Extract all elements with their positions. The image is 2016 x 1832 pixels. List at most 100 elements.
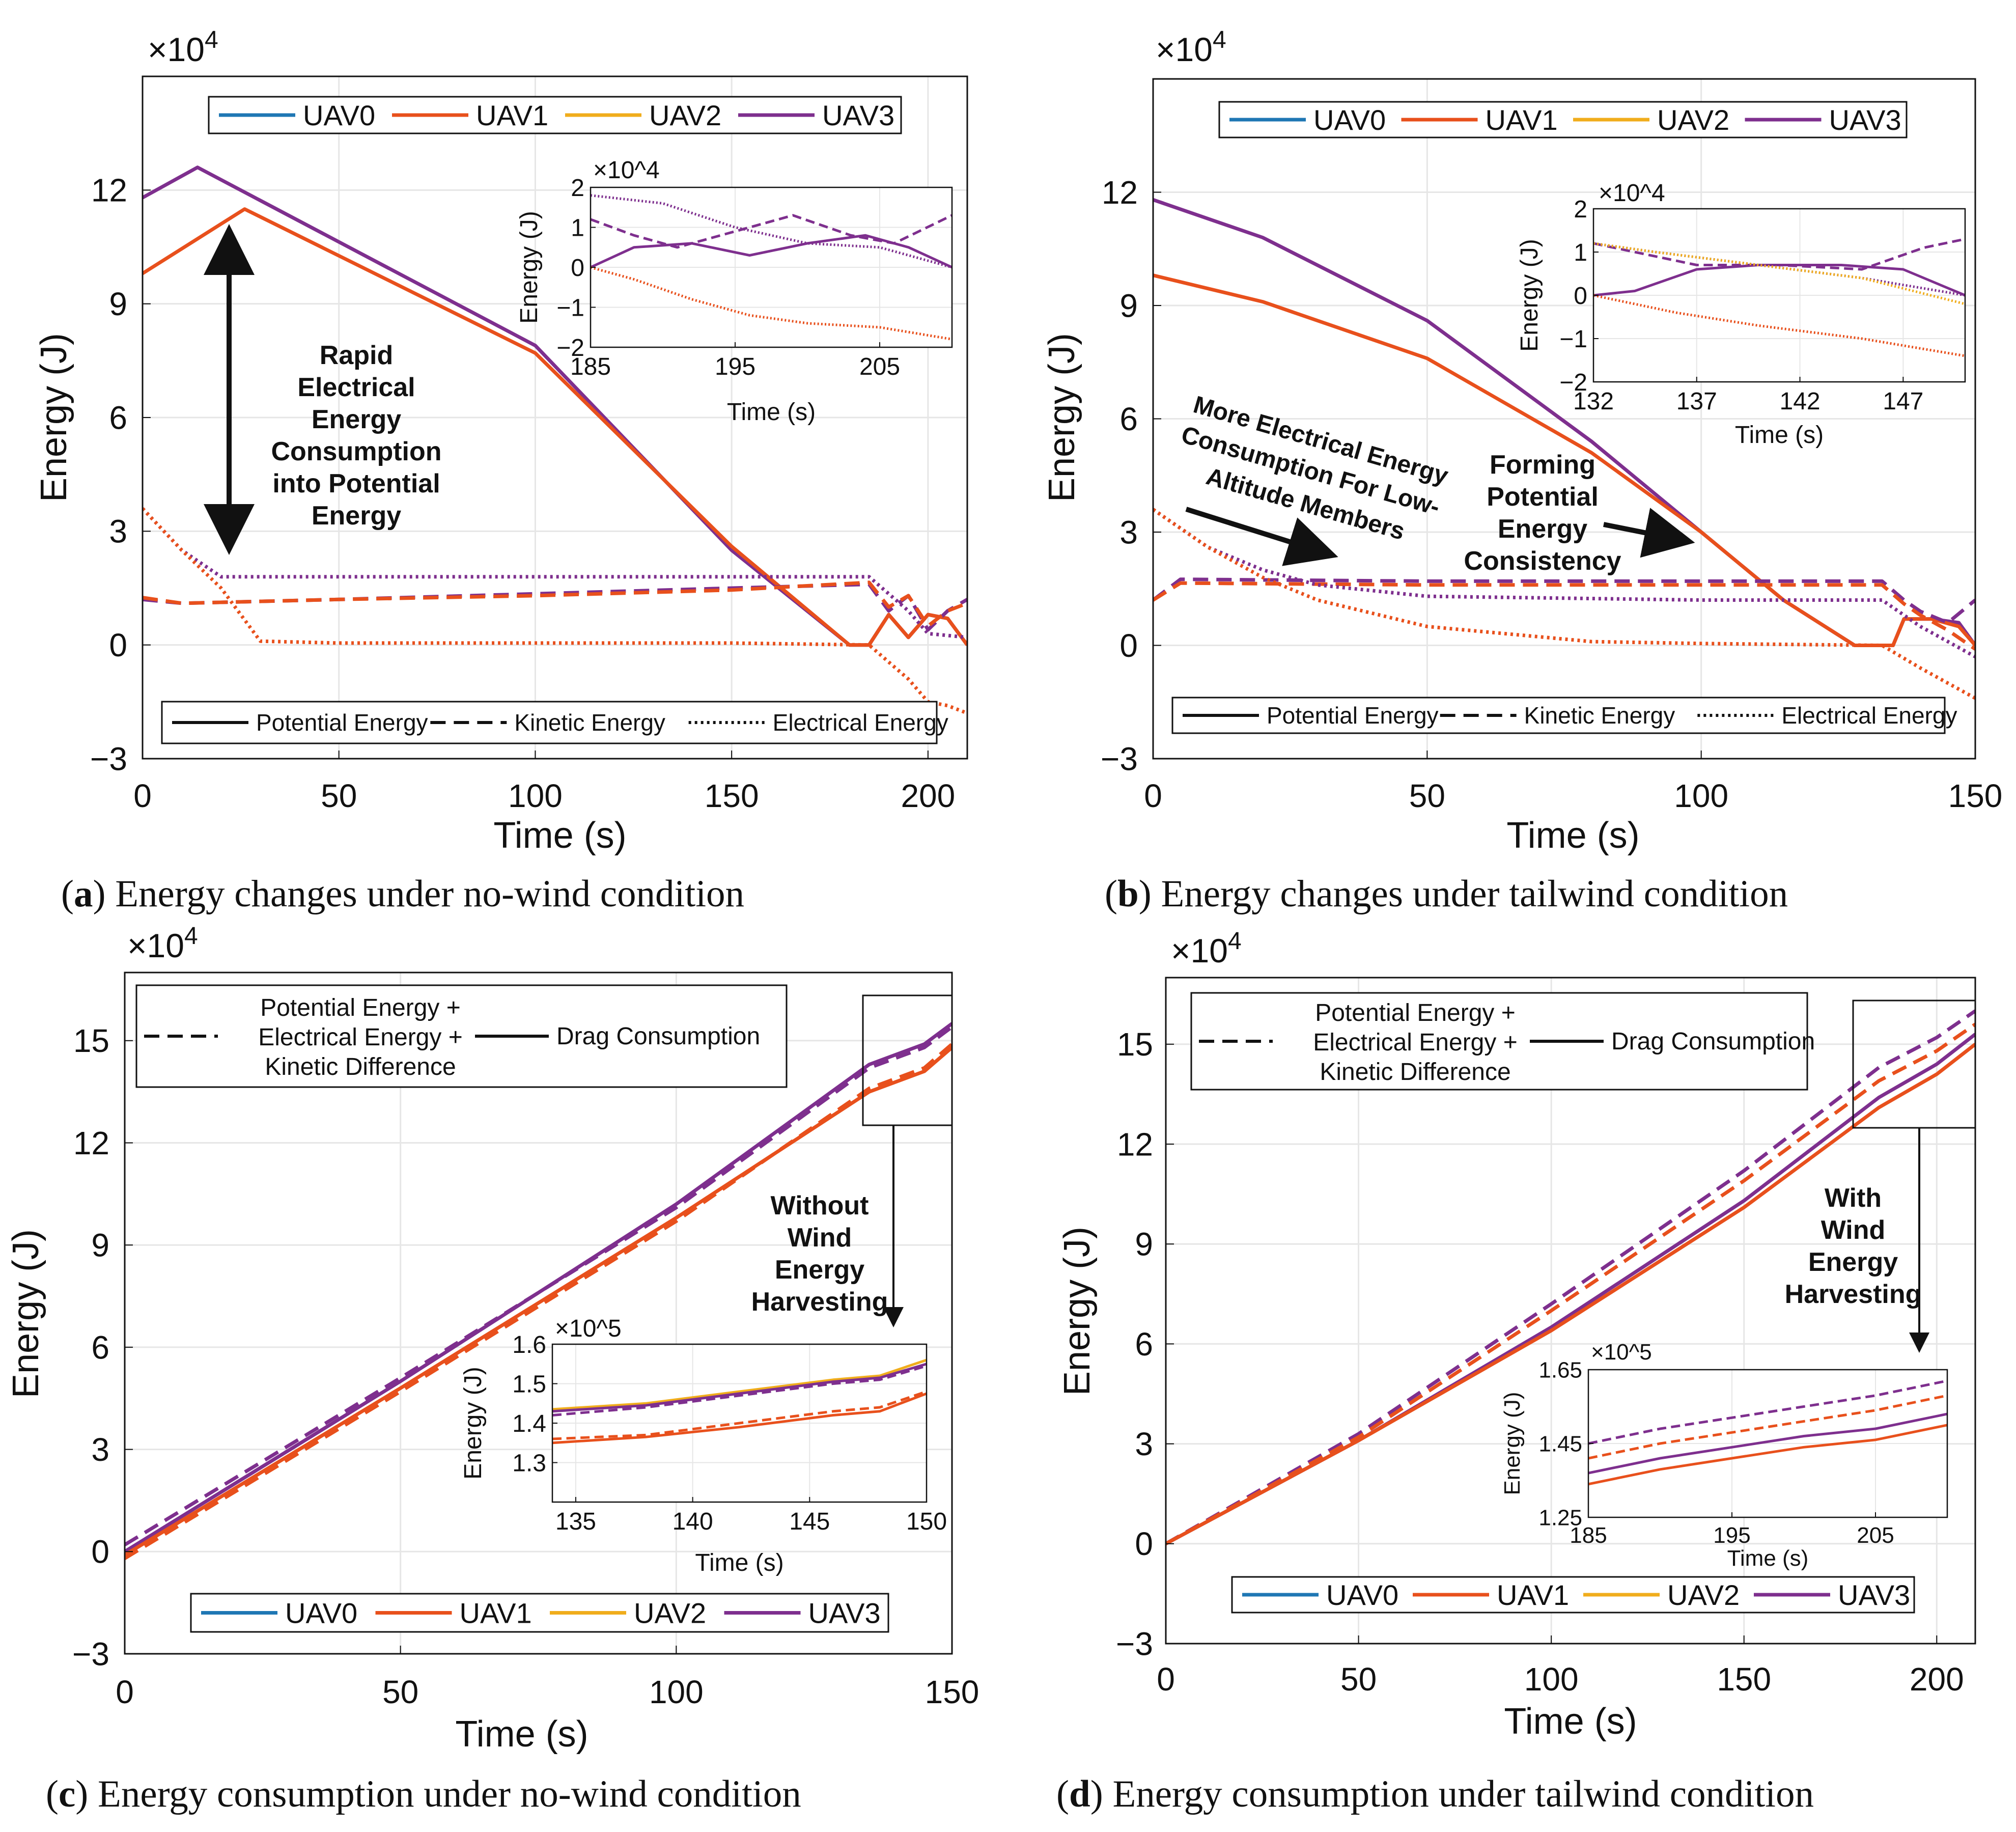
- inset-y-axis-label: Energy (J): [516, 211, 543, 323]
- series-line-uav1-dash: [1588, 1394, 1947, 1460]
- series-line-uav3-dash: [591, 214, 952, 249]
- inset-scale-label: ×10^4: [1599, 180, 1665, 207]
- axis-exponent-power: 4: [1228, 928, 1242, 955]
- series-line-uav1-dot: [143, 507, 967, 715]
- y-tick-label: 9: [109, 286, 127, 322]
- legend-type-box: [1190, 992, 1808, 1091]
- y-tick-label: 0: [1135, 1525, 1153, 1562]
- annotation-text: Wind: [1821, 1215, 1886, 1245]
- annotation-text: Energy: [312, 501, 401, 531]
- annotation-text: Without: [771, 1191, 869, 1220]
- inset-x-axis-label: Time (s): [695, 1549, 783, 1576]
- caption-b: (b) Energy changes under tailwind condit…: [1105, 873, 1788, 915]
- y-tick-label: 3: [1135, 1426, 1153, 1462]
- legend-label-sum-line: Potential Energy +: [1315, 1000, 1516, 1026]
- inset-scale-label: ×10^5: [555, 1315, 622, 1342]
- y-axis-label: Energy (J): [6, 1229, 46, 1398]
- y-tick-label: 0: [109, 627, 127, 663]
- y-tick-label: 3: [109, 513, 127, 550]
- series-line-uav1-dash: [143, 580, 967, 628]
- annotation-text: Energy: [1808, 1247, 1898, 1277]
- legend-type-box: [135, 984, 788, 1088]
- x-tick-label: 142: [1780, 388, 1821, 415]
- legend-label-dash: Kinetic Energy: [514, 709, 665, 736]
- x-tick-label: 50: [1340, 1661, 1377, 1698]
- x-tick-label: 0: [116, 1674, 134, 1710]
- series-line-uav1-solid: [1588, 1424, 1947, 1486]
- y-tick-label: −3: [1116, 1625, 1153, 1662]
- x-tick-label: 137: [1676, 388, 1717, 415]
- x-axis-label: Time (s): [1504, 1701, 1637, 1742]
- y-tick-label: 6: [1119, 401, 1138, 437]
- y-tick-label: 1.45: [1538, 1431, 1582, 1456]
- annotation-text: Potential: [1487, 482, 1599, 512]
- series-line-uav2-solid: [552, 1358, 927, 1411]
- annotation-text: into Potential: [272, 469, 440, 498]
- inset-x-axis-label: Time (s): [1735, 422, 1824, 449]
- x-tick-label: 150: [906, 1508, 947, 1535]
- y-tick-label: 1.4: [512, 1410, 546, 1437]
- axis-exponent-base: ×10: [1171, 932, 1228, 969]
- x-tick-label: 50: [321, 778, 357, 814]
- inset-y-axis-label: Energy (J): [1516, 239, 1543, 351]
- y-tick-label: 9: [1119, 287, 1138, 324]
- legend-label-uav3: UAV3: [1829, 104, 1901, 136]
- x-tick-label: 195: [1713, 1523, 1750, 1548]
- x-tick-label: 185: [1570, 1523, 1607, 1548]
- legend-label-sum-line: Electrical Energy +: [1313, 1029, 1518, 1056]
- y-tick-label: 0: [1119, 627, 1138, 664]
- y-tick-label: 2: [571, 175, 584, 202]
- annotation-text: Energy: [312, 405, 401, 434]
- series-line-uav1-dot: [591, 266, 952, 341]
- axis-exponent: ×104: [1171, 928, 1242, 969]
- y-tick-label: 0: [91, 1534, 109, 1570]
- inset-scale-label: ×10^4: [593, 157, 660, 184]
- legend-label-dot: Electrical Energy: [773, 709, 948, 736]
- axis-exponent: ×104: [148, 26, 218, 68]
- x-tick-label: 150: [1717, 1661, 1771, 1698]
- y-tick-label: 3: [91, 1431, 109, 1468]
- axis-exponent-power: 4: [1213, 26, 1226, 53]
- series-line-uav3-dot: [143, 507, 967, 640]
- legend-label-sum-line: Electrical Energy +: [258, 1024, 463, 1051]
- caption-d: (d) Energy consumption under tailwind co…: [1056, 1773, 1814, 1815]
- legend-label-solid: Potential Energy: [256, 709, 428, 736]
- series-line-uav1-dash: [1166, 1022, 1975, 1545]
- y-tick-label: 1.6: [512, 1331, 546, 1358]
- x-tick-label: 0: [133, 778, 152, 814]
- y-tick-label: 3: [1119, 514, 1138, 550]
- legend-label-uav3: UAV3: [1838, 1579, 1910, 1611]
- series-line-uav1-solid: [1166, 1043, 1975, 1545]
- y-tick-label: 1.25: [1538, 1505, 1582, 1530]
- y-tick-label: 12: [73, 1125, 109, 1161]
- axis-exponent-power: 4: [184, 923, 198, 950]
- arrow-icon: [1603, 508, 1695, 558]
- caption-c: (c) Energy consumption under no-wind con…: [46, 1773, 801, 1815]
- y-tick-label: 15: [73, 1022, 109, 1059]
- y-axis-label: Energy (J): [1042, 333, 1082, 502]
- series-line-uav3-dash: [1593, 238, 1965, 271]
- y-tick-label: 1: [1574, 239, 1587, 266]
- legend-label-uav2: UAV2: [634, 1597, 706, 1629]
- y-axis-label: Energy (J): [34, 333, 74, 502]
- legend-label-dash: Kinetic Energy: [1524, 702, 1675, 729]
- axis-exponent: ×104: [1156, 26, 1226, 68]
- y-tick-label: −1: [556, 294, 584, 321]
- annotation-text: Wind: [788, 1223, 852, 1253]
- series-line-uav1-dash: [125, 1042, 952, 1560]
- legend-label-uav3: UAV3: [808, 1597, 881, 1629]
- y-tick-label: −3: [1101, 740, 1138, 777]
- legend-label-uav0: UAV0: [1313, 104, 1386, 136]
- inset-y-axis-label: Energy (J): [460, 1367, 487, 1479]
- annotation-text: With: [1825, 1183, 1882, 1213]
- legend-label-uav1: UAV1: [1486, 104, 1558, 136]
- series-line-uav3-dash: [1166, 1009, 1975, 1545]
- annotation-text: Energy: [775, 1255, 864, 1285]
- y-axis-label: Energy (J): [1057, 1227, 1098, 1396]
- series-line-uav1-solid: [1153, 273, 1975, 647]
- y-tick-label: 6: [109, 399, 127, 436]
